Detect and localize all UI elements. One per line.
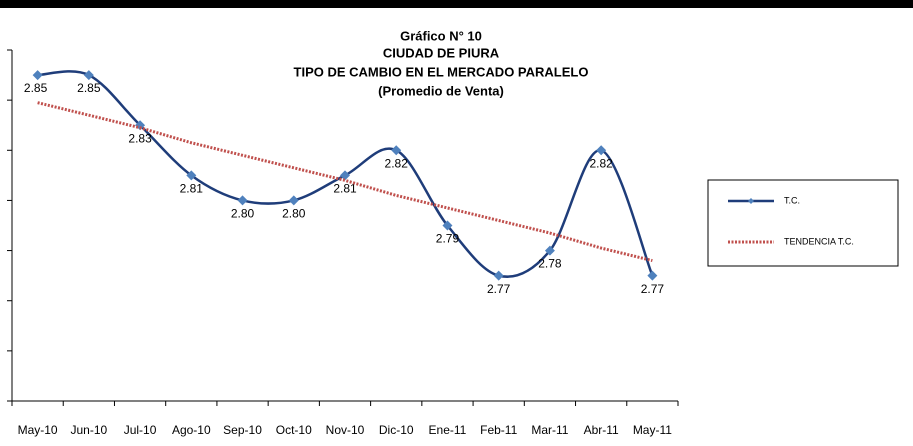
point-marker xyxy=(596,145,607,156)
data-label: 2.81 xyxy=(333,182,357,196)
point-marker xyxy=(391,145,402,156)
data-label: 2.81 xyxy=(180,182,204,196)
point-marker xyxy=(83,70,94,81)
point-marker xyxy=(186,170,197,181)
point-marker xyxy=(340,170,350,181)
x-tick-label: Abr-11 xyxy=(584,423,619,437)
point-marker xyxy=(442,220,453,231)
point-marker xyxy=(544,245,555,256)
x-tick-label: Feb-11 xyxy=(480,423,517,437)
legend-label: TENDENCIA T.C. xyxy=(784,236,854,246)
trend-line xyxy=(37,101,653,263)
data-label: 2.82 xyxy=(589,156,613,170)
x-tick-label: Ene-11 xyxy=(429,423,467,437)
data-label: 2.79 xyxy=(436,232,460,246)
x-tick-label: Dic-10 xyxy=(379,423,414,437)
data-label: 2.77 xyxy=(641,282,665,296)
point-marker xyxy=(237,195,248,206)
data-label: 2.85 xyxy=(24,81,48,95)
x-tick-label: Nov-10 xyxy=(326,423,365,437)
point-marker xyxy=(288,195,299,206)
data-label: 2.80 xyxy=(282,207,306,221)
x-tick-label: Jul-10 xyxy=(124,423,157,437)
point-marker xyxy=(493,270,504,281)
legend-box xyxy=(707,179,899,267)
x-tick-label: Ago-10 xyxy=(172,423,211,437)
x-tick-label: Jun-10 xyxy=(70,423,107,437)
x-tick-label: May-11 xyxy=(633,423,672,437)
x-tick-label: Sep-10 xyxy=(223,423,262,437)
point-marker xyxy=(32,70,43,81)
chart-subtitle: CIUDAD DE PIURA xyxy=(383,45,500,60)
data-label: 2.82 xyxy=(385,156,409,170)
chart-title: Gráfico N° 10 xyxy=(400,28,482,43)
data-label: 2.80 xyxy=(231,207,255,221)
x-tick-label: Oct-10 xyxy=(276,423,312,437)
point-marker xyxy=(647,270,658,281)
chart-subtitle: TIPO DE CAMBIO EN EL MERCADO PARALELO xyxy=(294,64,589,79)
data-label: 2.77 xyxy=(487,282,511,296)
top-bar xyxy=(0,0,913,8)
legend-label: T.C. xyxy=(784,195,800,205)
data-label: 2.85 xyxy=(77,81,101,95)
data-label: 2.78 xyxy=(538,257,562,271)
x-tick-label: May-10 xyxy=(18,423,58,437)
x-tick-label: Mar-11 xyxy=(531,423,568,437)
chart-subtitle: (Promedio de Venta) xyxy=(378,83,504,98)
legend-marker xyxy=(748,198,754,204)
data-label: 2.83 xyxy=(128,131,152,145)
